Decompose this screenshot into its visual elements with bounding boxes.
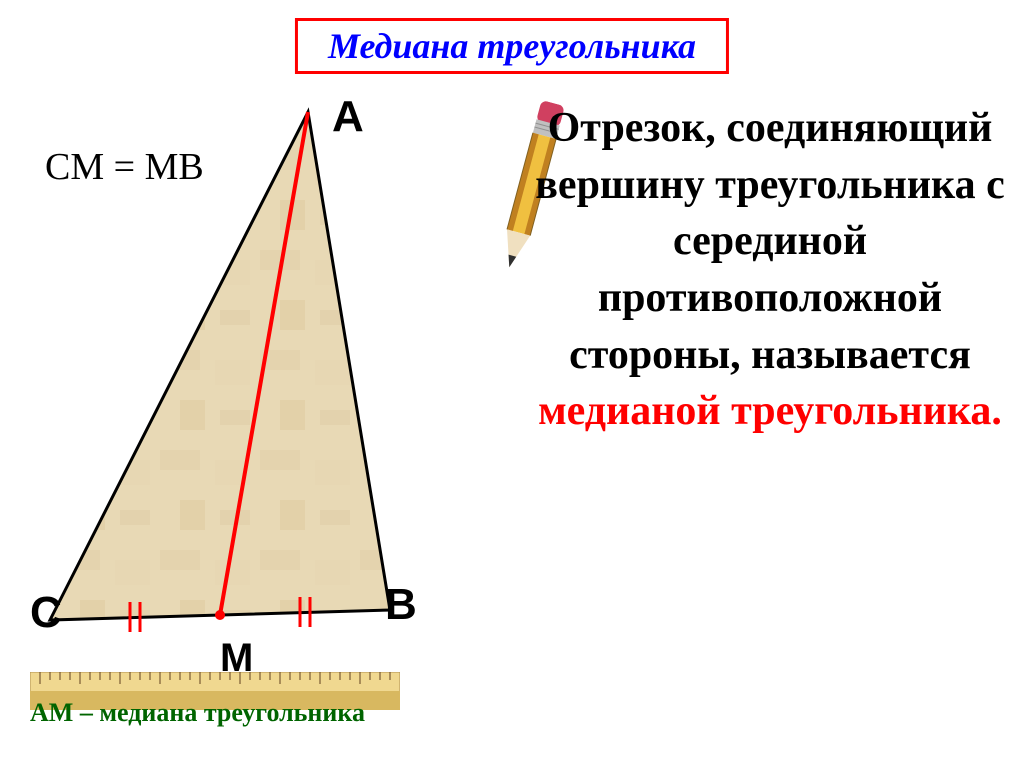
vertex-label-b: В xyxy=(385,580,417,630)
definition-red: медианой треугольника. xyxy=(538,388,1002,434)
vertex-label-c: С xyxy=(30,588,62,638)
definition-black: Отрезок, соединяющий вершину треугольник… xyxy=(535,105,1005,378)
title-box: Медиана треугольника xyxy=(295,18,729,74)
equation-label: СМ = МВ xyxy=(45,145,204,189)
title-text: Медиана треугольника xyxy=(328,26,696,66)
point-m xyxy=(215,610,225,620)
definition-text: Отрезок, соединяющий вершину треугольник… xyxy=(530,100,1010,440)
vertex-label-a: А xyxy=(332,92,364,142)
footer-label: АМ – медиана треугольника xyxy=(30,698,365,728)
